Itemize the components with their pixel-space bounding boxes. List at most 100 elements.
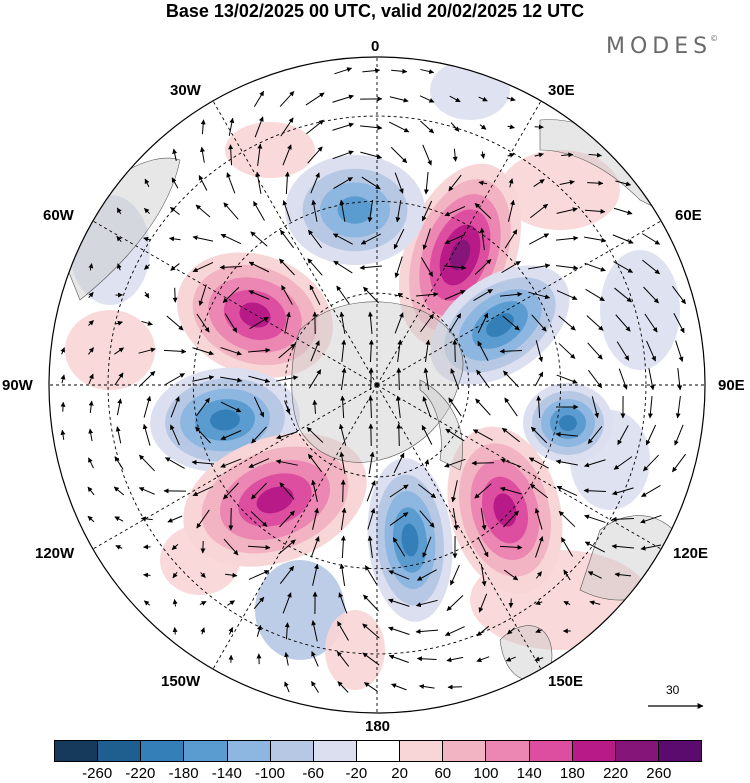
wind-vector: [397, 339, 403, 362]
wind-vector: [115, 426, 122, 444]
wind-vector: [360, 233, 382, 245]
wind-vector: [191, 459, 215, 465]
wind-vector: [647, 396, 653, 419]
meridian-line: [376, 220, 662, 386]
wind-vector: [88, 263, 94, 271]
wind-vector: [196, 313, 210, 333]
wind-vector: [250, 231, 268, 247]
colorbar-swatch: [98, 741, 142, 761]
wind-vector: [250, 511, 268, 527]
colorbar-swatch: [486, 741, 530, 761]
wind-vector: [196, 509, 210, 529]
wind-vector: [499, 348, 523, 354]
wind-vector: [279, 258, 295, 276]
wind-vector: [616, 341, 630, 361]
wind-vector: [138, 347, 156, 354]
meridian-line: [376, 384, 662, 550]
wind-vector: [312, 399, 318, 414]
lon-label-0: 0: [371, 38, 380, 55]
wind-vector: [276, 431, 298, 440]
anomaly-patch: [65, 310, 155, 390]
wind-vector: [477, 312, 489, 334]
wind-vector: [362, 652, 380, 666]
wind-vector: [88, 428, 94, 442]
wind-vector: [673, 313, 685, 334]
wind-vector: [338, 423, 347, 446]
wind-vector: [416, 656, 437, 662]
wind-vector: [528, 457, 549, 469]
wind-vector: [388, 570, 410, 580]
wind-vector: [415, 629, 439, 634]
wind-vector: [333, 177, 353, 189]
wind-vector: [167, 515, 183, 523]
wind-vector: [279, 229, 295, 249]
wind-vector: [224, 313, 238, 333]
wind-vector: [508, 178, 514, 188]
wind-vector: [556, 290, 578, 300]
wind-vector: [333, 260, 353, 274]
wind-vector: [535, 340, 544, 363]
wind-vector: [448, 397, 462, 417]
wind-vector: [450, 368, 460, 390]
wind-vector: [395, 200, 402, 223]
wind-vector: [445, 428, 465, 442]
wind-vector: [584, 541, 605, 553]
anomaly-patch: [325, 610, 385, 690]
wind-vector: [394, 256, 403, 278]
map-border: [48, 56, 706, 714]
wind-vector: [359, 265, 383, 271]
wind-vector: [284, 651, 290, 666]
wind-vector: [535, 600, 543, 606]
anomaly-center: [183, 433, 367, 567]
wind-vector: [332, 122, 354, 131]
wind-vector: [643, 454, 659, 472]
wind-vector: [450, 564, 460, 586]
wind-vector: [476, 625, 490, 637]
wind-vector: [60, 429, 66, 440]
wind-vector: [473, 289, 493, 301]
wind-vector: [475, 398, 491, 416]
wind-vector: [480, 508, 487, 531]
wind-vector: [421, 424, 433, 445]
wind-vector: [531, 314, 547, 332]
wind-vector: [282, 592, 292, 614]
lon-label-120e: 120E: [673, 545, 709, 562]
wind-vector: [614, 572, 632, 578]
wind-vector: [248, 347, 271, 353]
wind-vector: [306, 119, 324, 135]
wind-vector: [640, 514, 662, 524]
brand-name: MODES: [606, 34, 713, 59]
wind-vector: [394, 172, 404, 194]
wind-vector: [388, 654, 409, 663]
wind-vector: [113, 486, 125, 496]
colorbar-swatch: [141, 741, 185, 761]
wind-vector: [363, 286, 379, 304]
wind-vector: [340, 507, 347, 530]
meridian-line: [376, 384, 542, 670]
wind-vector: [308, 369, 322, 389]
wind-vector: [393, 228, 405, 250]
wind-vector: [533, 179, 545, 187]
wind-vector: [311, 680, 319, 693]
wind-vector: [368, 339, 374, 363]
wind-vector: [450, 122, 460, 132]
wind-vector: [500, 458, 522, 468]
graticule: [49, 57, 705, 713]
wind-vector: [584, 459, 606, 468]
wind-vector: [281, 284, 293, 305]
wind-vector: [640, 544, 662, 551]
wind-vector: [164, 457, 185, 469]
wind-vector: [588, 152, 602, 158]
wind-vector: [392, 537, 406, 557]
wind-vector: [502, 315, 520, 331]
wind-vector: [248, 261, 270, 273]
wind-vector: [672, 453, 686, 473]
wind-vector: [451, 480, 458, 503]
wind-vector: [223, 538, 239, 556]
wind-vector: [87, 515, 95, 523]
wind-vector: [395, 395, 401, 418]
wind-vector: [478, 593, 488, 613]
wind-vector: [444, 205, 466, 217]
wind-vector: [363, 682, 378, 692]
wind-vector: [255, 171, 262, 194]
